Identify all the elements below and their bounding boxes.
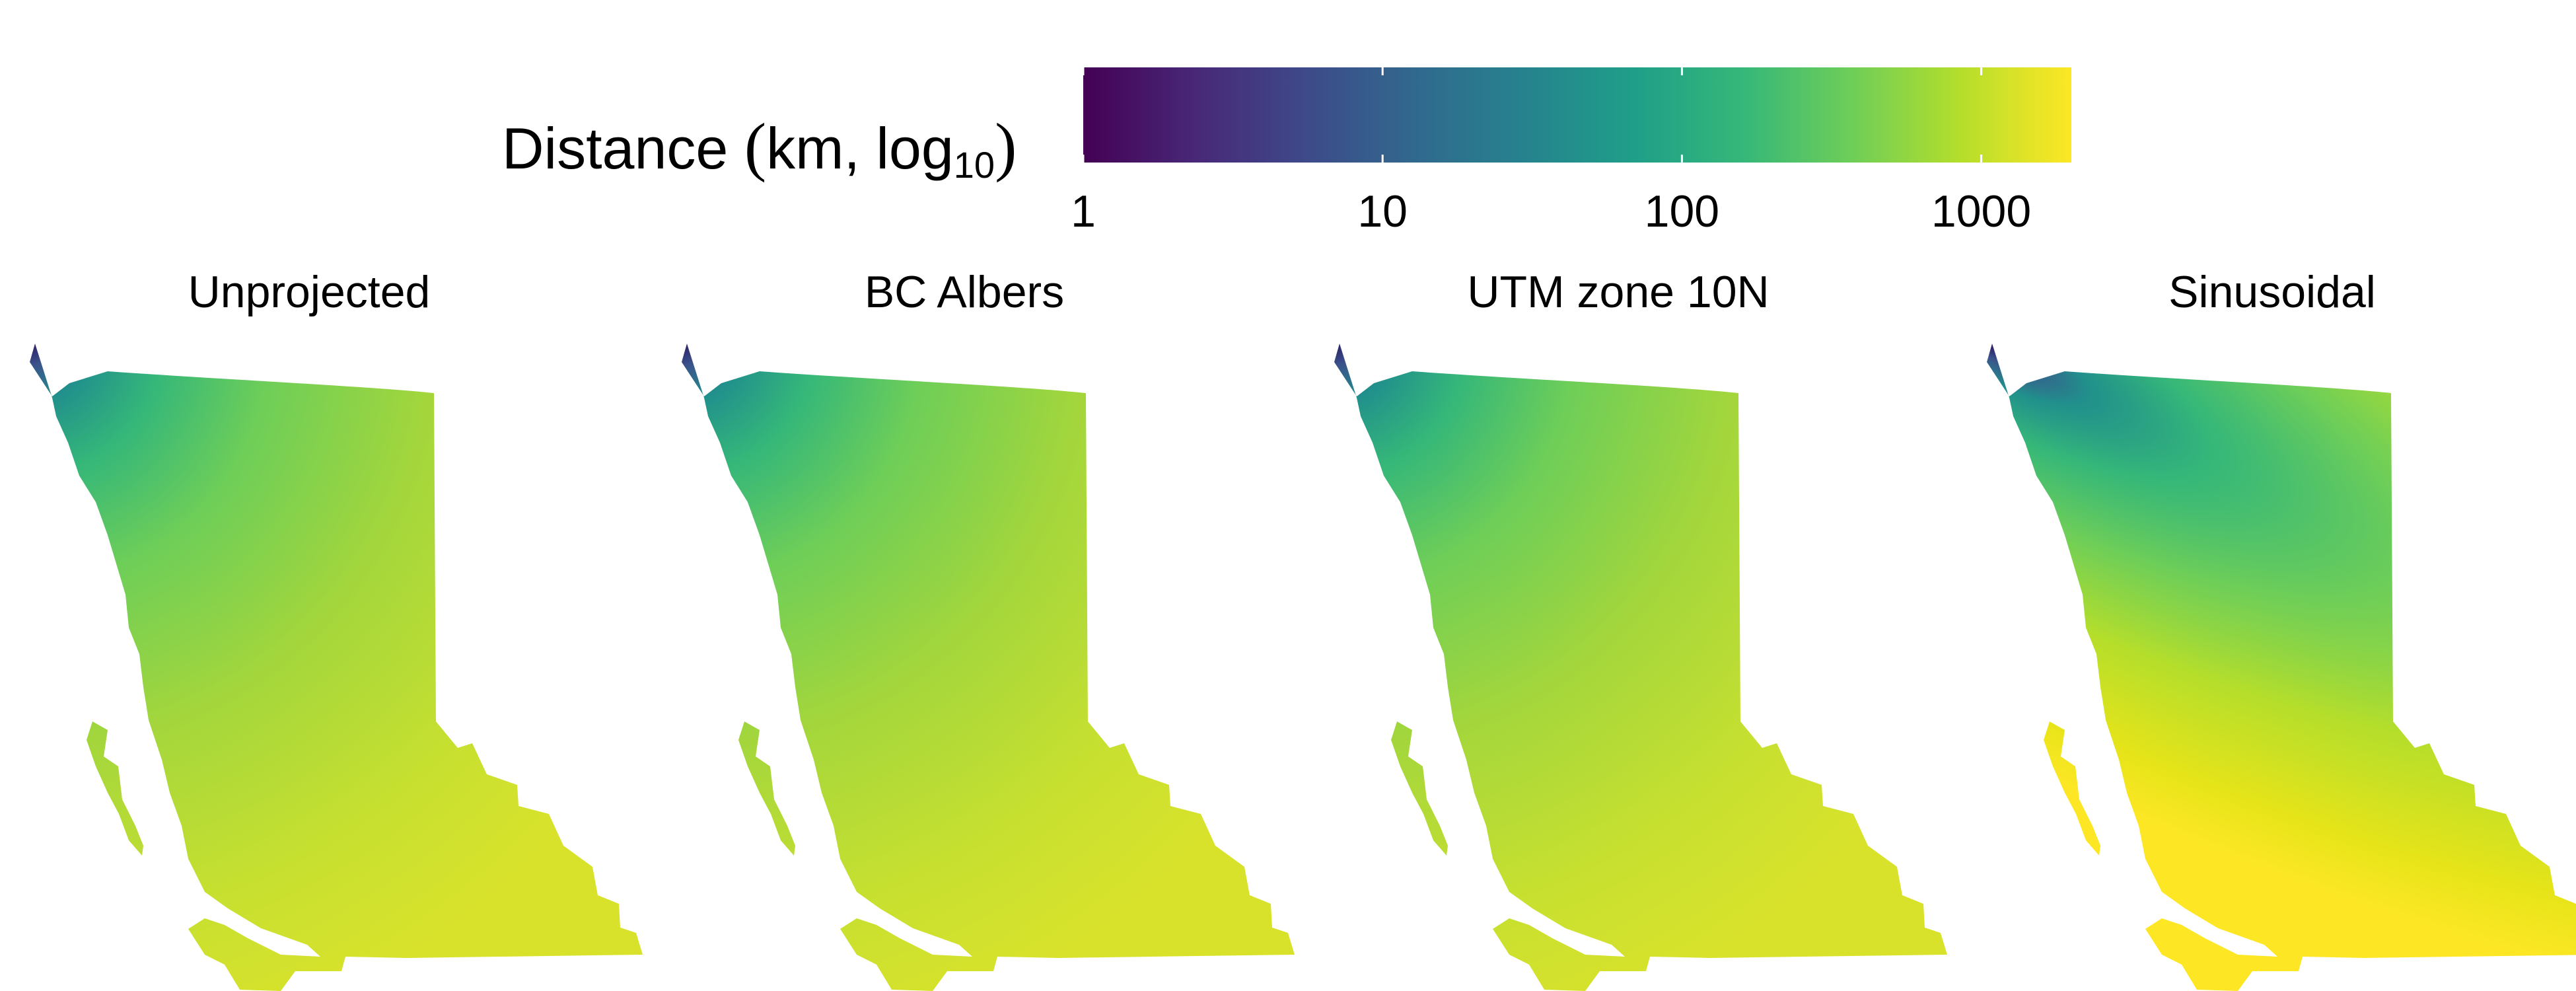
legend-title-prefix: Distance [502, 116, 729, 181]
colorbar-tick-label: 1000 [1931, 186, 2032, 237]
legend-title-open-paren: ( [744, 110, 767, 183]
colorbar-tick-label: 10 [1357, 186, 1408, 237]
panel-title-bc-albers: BC Albers [864, 267, 1065, 317]
map-bc-albers [682, 344, 1295, 991]
legend-title-close-paren: ) [995, 110, 1017, 183]
map-sinusoidal [1987, 344, 2576, 991]
colorbar-ticks [1082, 67, 1983, 163]
map-unprojected [30, 344, 643, 991]
panel-title-utm-zone-10n: UTM zone 10N [1467, 267, 1770, 317]
legend-title: Distance (km, log10) [502, 114, 1017, 184]
colorbar-gradient [1083, 67, 2071, 163]
panel-title-unprojected: Unprojected [188, 267, 431, 317]
legend-title-subscript: 10 [953, 144, 995, 186]
legend-title-unit: km, log [766, 116, 954, 181]
panel-title-sinusoidal: Sinusoidal [2168, 267, 2376, 317]
map-utm-zone-10n [1334, 344, 1947, 991]
colorbar-tick-label: 1 [1071, 186, 1096, 237]
colorbar-tick-label: 100 [1644, 186, 1720, 237]
